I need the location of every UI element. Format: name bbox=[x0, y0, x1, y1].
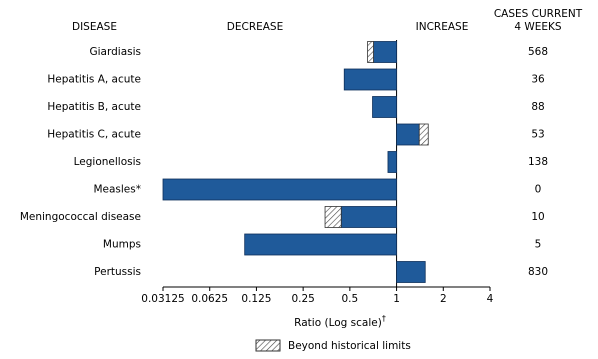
header-decrease: DECREASE bbox=[227, 21, 283, 33]
category-label: Giardiasis bbox=[90, 46, 142, 58]
x-tick-label: 2 bbox=[440, 293, 447, 305]
bar-beyond-limits bbox=[324, 206, 342, 228]
bar bbox=[372, 96, 397, 118]
header-increase: INCREASE bbox=[416, 21, 469, 33]
bar-beyond-limits bbox=[418, 123, 429, 146]
bar bbox=[162, 178, 397, 201]
cases-value: 568 bbox=[528, 46, 548, 58]
category-label: Measles* bbox=[93, 184, 141, 196]
header-cases: CASES CURRENT bbox=[494, 8, 583, 20]
bar bbox=[373, 41, 397, 63]
legend-swatch bbox=[255, 339, 281, 352]
header-disease: DISEASE bbox=[72, 21, 117, 33]
x-tick-label: 4 bbox=[487, 293, 494, 305]
x-tick-label: 0.0625 bbox=[191, 293, 228, 305]
cases-value: 138 bbox=[528, 156, 548, 168]
bar bbox=[387, 151, 397, 173]
cases-value: 53 bbox=[531, 129, 544, 141]
category-label: Hepatitis A, acute bbox=[47, 74, 141, 86]
bar-beyond-limits bbox=[367, 41, 374, 63]
bar bbox=[396, 261, 426, 283]
x-axis-label-mark: † bbox=[382, 314, 386, 323]
category-label: Meningococcal disease bbox=[20, 211, 141, 223]
x-tick-label: 0.5 bbox=[342, 293, 359, 305]
cases-value: 88 bbox=[531, 101, 544, 113]
cases-value: 0 bbox=[535, 184, 542, 196]
category-label: Pertussis bbox=[94, 266, 141, 278]
category-label: Legionellosis bbox=[74, 156, 141, 168]
bar bbox=[343, 68, 397, 91]
x-tick-label: 1 bbox=[393, 293, 400, 305]
x-tick-label: 0.03125 bbox=[141, 293, 184, 305]
cases-value: 5 bbox=[535, 239, 542, 251]
x-axis-label: Ratio (Log scale)† bbox=[294, 314, 386, 330]
cases-value: 830 bbox=[528, 266, 548, 278]
header-cases: 4 WEEKS bbox=[514, 21, 562, 33]
bar bbox=[340, 206, 397, 228]
bar bbox=[396, 123, 420, 146]
x-tick-label: 0.25 bbox=[291, 293, 314, 305]
category-label: Hepatitis C, acute bbox=[47, 129, 141, 141]
x-axis-label-text: Ratio (Log scale) bbox=[294, 317, 382, 329]
bar bbox=[244, 233, 397, 256]
cases-value: 10 bbox=[531, 211, 544, 223]
category-label: Mumps bbox=[103, 239, 141, 251]
legend-label: Beyond historical limits bbox=[288, 340, 411, 352]
category-label: Hepatitis B, acute bbox=[47, 101, 141, 113]
x-tick-label: 0.125 bbox=[241, 293, 271, 305]
cases-value: 36 bbox=[531, 74, 545, 86]
